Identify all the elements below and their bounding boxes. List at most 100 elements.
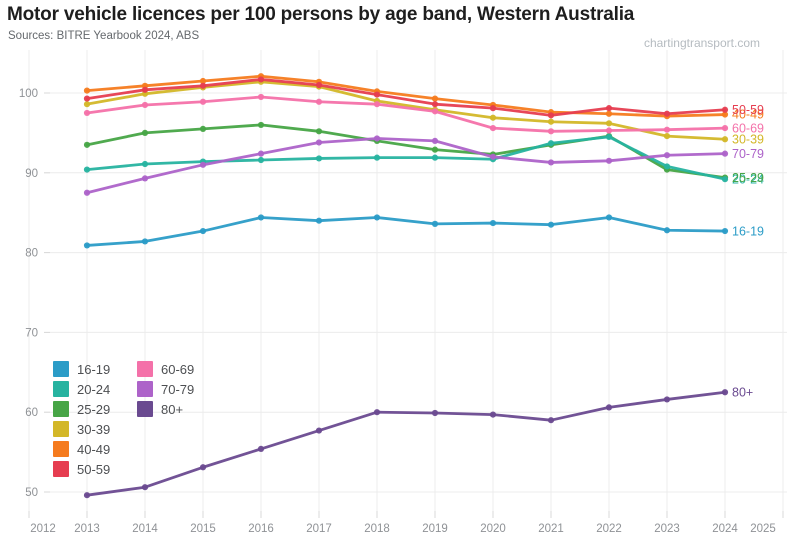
data-point-30-39-2020[interactable] [489, 114, 497, 121]
data-point-25-29-2016[interactable] [257, 121, 265, 129]
data-point-30-39-2013[interactable] [83, 101, 91, 108]
legend-item-80+[interactable]: 80+ [137, 401, 221, 417]
data-point-30-39-2024[interactable] [721, 136, 729, 143]
data-point-25-29-2014[interactable] [141, 129, 149, 136]
data-point-50-59-2014[interactable] [141, 86, 149, 93]
data-point-20-24-2013[interactable] [83, 166, 91, 173]
data-point-40-49-2019[interactable] [431, 95, 439, 102]
data-point-60-69-2022[interactable] [605, 127, 613, 134]
data-point-80+-2014[interactable] [141, 484, 149, 491]
legend-label: 30-39 [77, 421, 111, 437]
data-point-60-69-2023[interactable] [663, 126, 671, 133]
data-point-50-59-2018[interactable] [373, 91, 381, 98]
data-point-20-24-2021[interactable] [547, 140, 555, 147]
data-point-50-59-2020[interactable] [489, 105, 497, 112]
data-point-70-79-2016[interactable] [257, 150, 265, 157]
data-point-60-69-2016[interactable] [257, 93, 265, 101]
data-point-80+-2024[interactable] [721, 389, 729, 396]
data-point-70-79-2013[interactable] [83, 189, 91, 196]
data-point-20-24-2023[interactable] [663, 163, 671, 170]
data-point-50-59-2015[interactable] [199, 82, 207, 89]
data-point-80+-2017[interactable] [315, 427, 323, 434]
data-point-60-69-2017[interactable] [315, 98, 323, 105]
data-point-60-69-2024[interactable] [721, 125, 729, 132]
data-point-70-79-2015[interactable] [199, 161, 207, 168]
data-point-20-24-2018[interactable] [373, 154, 381, 161]
legend-item-40-49[interactable]: 40-49 [53, 441, 137, 457]
data-point-16-19-2023[interactable] [663, 227, 671, 234]
data-point-50-59-2024[interactable] [721, 106, 729, 113]
legend-item-70-79[interactable]: 70-79 [137, 381, 221, 397]
data-point-80+-2019[interactable] [431, 409, 439, 417]
data-point-20-24-2019[interactable] [431, 154, 439, 161]
data-point-20-24-2022[interactable] [605, 133, 613, 140]
x-tick-label: 2019 [422, 523, 448, 535]
data-point-40-49-2022[interactable] [605, 110, 613, 117]
data-point-25-29-2017[interactable] [315, 128, 323, 135]
data-point-50-59-2017[interactable] [315, 81, 323, 89]
data-point-16-19-2016[interactable] [257, 214, 265, 221]
data-point-50-59-2016[interactable] [257, 76, 265, 83]
data-point-70-79-2021[interactable] [547, 159, 555, 166]
data-point-50-59-2019[interactable] [431, 101, 439, 108]
data-point-30-39-2023[interactable] [663, 132, 671, 140]
data-point-70-79-2022[interactable] [605, 157, 613, 164]
data-point-25-29-2019[interactable] [431, 146, 439, 153]
data-point-16-19-2022[interactable] [605, 214, 613, 221]
legend-item-25-29[interactable]: 25-29 [53, 401, 137, 417]
data-point-80+-2015[interactable] [199, 464, 207, 471]
legend-item-50-59[interactable]: 50-59 [53, 461, 137, 477]
data-point-40-49-2015[interactable] [199, 77, 207, 85]
data-point-25-29-2015[interactable] [199, 125, 207, 133]
data-point-20-24-2017[interactable] [315, 155, 323, 162]
data-point-60-69-2013[interactable] [83, 109, 91, 117]
data-point-16-19-2017[interactable] [315, 217, 323, 224]
data-point-80+-2018[interactable] [373, 409, 381, 416]
legend-item-20-24[interactable]: 20-24 [53, 381, 137, 397]
data-point-70-79-2019[interactable] [431, 137, 439, 144]
data-point-70-79-2023[interactable] [663, 152, 671, 159]
data-point-80+-2021[interactable] [547, 417, 555, 424]
data-point-16-19-2013[interactable] [83, 242, 91, 249]
data-point-50-59-2021[interactable] [547, 112, 555, 119]
data-point-30-39-2022[interactable] [605, 120, 613, 127]
data-point-20-24-2014[interactable] [141, 160, 149, 168]
legend-item-30-39[interactable]: 30-39 [53, 421, 137, 437]
data-point-70-79-2014[interactable] [141, 175, 149, 182]
legend-item-60-69[interactable]: 60-69 [137, 361, 221, 377]
data-point-60-69-2018[interactable] [373, 101, 381, 108]
data-point-80+-2022[interactable] [605, 404, 613, 411]
data-point-16-19-2014[interactable] [141, 238, 149, 245]
data-point-50-59-2023[interactable] [663, 110, 671, 117]
data-point-70-79-2024[interactable] [721, 150, 729, 157]
data-point-60-69-2014[interactable] [141, 101, 149, 109]
x-tick-label: 2022 [596, 523, 622, 535]
data-point-16-19-2020[interactable] [489, 219, 497, 227]
data-point-60-69-2015[interactable] [199, 98, 207, 105]
data-point-50-59-2022[interactable] [605, 105, 613, 112]
data-point-16-19-2018[interactable] [373, 214, 381, 221]
data-point-80+-2020[interactable] [489, 411, 497, 418]
data-point-16-19-2021[interactable] [547, 221, 555, 228]
series-end-label-80+: 80+ [732, 385, 753, 399]
data-point-20-24-2016[interactable] [257, 156, 265, 164]
data-point-16-19-2019[interactable] [431, 220, 439, 227]
data-point-60-69-2019[interactable] [431, 108, 439, 115]
data-point-80+-2023[interactable] [663, 396, 671, 403]
data-point-20-24-2024[interactable] [721, 176, 729, 183]
data-point-25-29-2013[interactable] [83, 141, 91, 148]
legend-item-16-19[interactable]: 16-19 [53, 361, 137, 377]
data-point-70-79-2020[interactable] [489, 153, 497, 160]
data-point-16-19-2024[interactable] [721, 227, 729, 235]
data-point-50-59-2013[interactable] [83, 95, 91, 102]
data-point-30-39-2021[interactable] [547, 118, 555, 125]
data-point-70-79-2018[interactable] [373, 135, 381, 142]
data-point-60-69-2021[interactable] [547, 128, 555, 135]
data-point-40-49-2024[interactable] [721, 111, 729, 118]
data-point-70-79-2017[interactable] [315, 139, 323, 146]
data-point-40-49-2013[interactable] [83, 87, 91, 94]
data-point-16-19-2015[interactable] [199, 227, 207, 235]
data-point-60-69-2020[interactable] [489, 125, 497, 132]
data-point-80+-2013[interactable] [83, 492, 91, 499]
data-point-80+-2016[interactable] [257, 445, 265, 453]
